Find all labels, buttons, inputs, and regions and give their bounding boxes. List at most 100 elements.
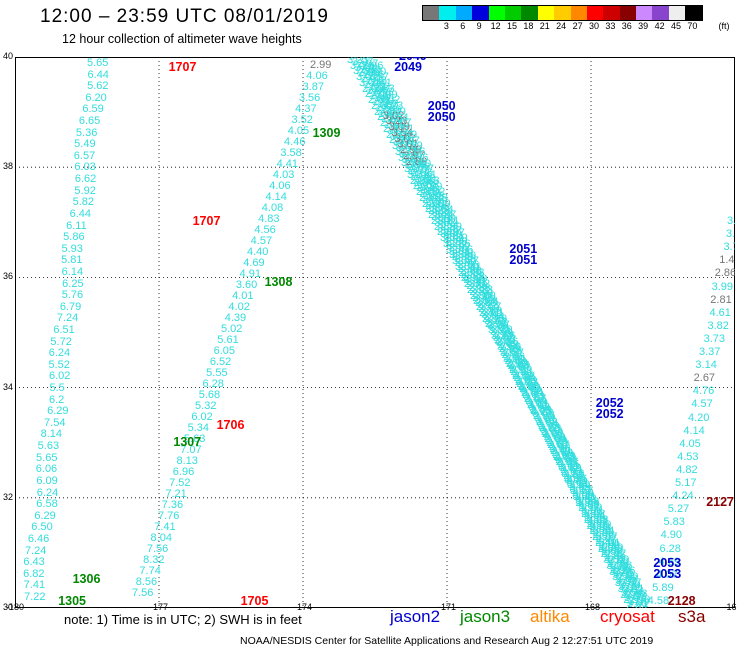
swh-label: 3.01 [455, 260, 477, 273]
swh-label: 6.44 [69, 207, 91, 220]
swh-label: 6.82 [23, 567, 45, 580]
swh-label: 6.57 [73, 149, 96, 162]
swh-label: 2.96 [422, 197, 444, 210]
pass-label-cryosat: 1707 [168, 60, 197, 75]
swh-label: 3.23 [625, 590, 647, 603]
swh-label: 3.09 [564, 473, 586, 486]
swh-label: 2.57 [469, 285, 491, 298]
swh-label: 2.97 [548, 440, 571, 453]
colorbar-label: 70 [687, 21, 698, 31]
swh-label: 2.97 [402, 149, 425, 162]
swh-label: 2.67 [693, 372, 716, 385]
swh-label: 2.99 [485, 318, 507, 331]
swh-label: 6.51 [53, 324, 75, 336]
swh-label: 3.54 [449, 249, 471, 262]
swh-label: 3.07 [352, 57, 374, 68]
swh-label: 2.83 [522, 389, 544, 402]
swh-label: 2.83 [560, 465, 583, 478]
swh-label: 2.96 [416, 182, 439, 195]
pass-label-jason2: 2052 [595, 396, 624, 411]
swh-label: 7.07 [180, 444, 202, 456]
colorbar-label: 24 [556, 21, 567, 31]
swh-label: 6.11 [66, 219, 87, 232]
colorbar-cell [455, 6, 473, 20]
swh-label: 6.59 [82, 103, 104, 116]
swh-label: 6.09 [36, 474, 58, 487]
swh-label: 2.96 [406, 151, 429, 164]
swh-label: 4.01 [232, 290, 254, 302]
pass-label-jason2: 2053 [653, 555, 682, 570]
swh-label: 3.07 [624, 592, 646, 605]
swh-label: 3.23 [381, 100, 404, 113]
swh-label: 3.07 [569, 485, 592, 498]
swh-label: 2.41 [460, 261, 482, 274]
swh-label: 3.23 [395, 145, 417, 158]
swh-label: 3.02 [612, 569, 635, 582]
swh-label: 3.07 [578, 500, 600, 513]
swh-label: 4.69 [658, 555, 681, 568]
swh-label: 3.07 [614, 577, 637, 590]
swh-label: 2.89 [598, 538, 621, 551]
colorbar-label: 21 [539, 21, 550, 31]
swh-label: 2.99 [420, 180, 443, 193]
swh-label: 2.89 [457, 262, 480, 275]
swh-label: 4.58 [647, 595, 670, 607]
colorbar-label: 9 [476, 21, 482, 31]
pass-label-cryosat: 1705 [240, 594, 269, 608]
swh-label: 3.54 [529, 402, 551, 415]
swh-label: 2.97 [509, 364, 531, 377]
swh-label: 3.99 [711, 280, 734, 293]
swh-label: 3.07 [596, 530, 618, 543]
swh-label: 4.40 [246, 246, 269, 258]
swh-label: 2.41 [575, 490, 597, 503]
swh-label: 3.09 [440, 228, 462, 241]
colorbar-cell [423, 6, 440, 20]
swh-label: 2.89 [512, 369, 534, 382]
colorbar-cell [521, 6, 538, 20]
swh-label: 2.41 [550, 444, 572, 457]
swh-label: 3.07 [486, 316, 508, 329]
swh-label: 3.02 [603, 554, 625, 567]
swh-label: 6.05 [213, 345, 235, 357]
colorbar-label: 3 [443, 21, 449, 31]
map-plot-area: 5.65 6.44 5.62 6.20 6.59 6.65 5.36 5.49 6.57 6.03… [15, 57, 735, 608]
swh-label: 3.01 [437, 215, 460, 228]
swh-label: 2.97 [557, 456, 579, 469]
colorbar-label: 6 [460, 21, 466, 31]
swh-label: 2.96 [549, 442, 571, 455]
swh-label: 3.23 [516, 375, 538, 388]
swh-label: 3.01 [581, 506, 603, 519]
pass-label-jason2: 2051 [509, 241, 538, 256]
swh-label: 2.96 [365, 75, 388, 88]
swh-label: 2.86 [362, 69, 385, 82]
swh-label: 2.97 [454, 257, 477, 270]
swh-label: 3.02 [558, 462, 581, 475]
swh-label: 2.41 [425, 199, 447, 212]
swh-label: 2.57 [375, 101, 397, 114]
swh-label: 3.37 [699, 346, 721, 359]
swh-label: 3.01 [503, 352, 525, 365]
swh-label: 5.89 [652, 581, 674, 594]
swh-label: 2.83 [606, 557, 629, 570]
swh-label: 6.65 [78, 115, 101, 128]
swh-label: 3.02 [488, 324, 510, 336]
swh-label: 3.02 [622, 584, 644, 597]
swh-label: 4.76 [692, 385, 715, 398]
pass-label-jason2: 2051 [509, 252, 538, 267]
y-tick-label: 34 [3, 381, 14, 392]
swh-label: 2.41 [566, 475, 588, 488]
swh-label: 6.14 [61, 265, 84, 278]
swh-label: 2.86 [460, 268, 483, 281]
swh-label: 2.83 [377, 98, 399, 111]
swh-label: 2.99 [517, 379, 540, 392]
swh-label: 2.99 [404, 159, 427, 172]
swh-label: 3.09 [474, 289, 496, 302]
swh-label: 3.07 [390, 117, 412, 130]
swh-label: 7.56 [132, 587, 154, 599]
swh-label: 3.09 [609, 565, 631, 578]
swh-label: 2.99 [389, 134, 411, 147]
legend-altika: altika [530, 607, 570, 626]
swh-label: 2.99 [431, 211, 453, 224]
swh-label: 2.86 [413, 176, 436, 189]
swh-label: 2.86 [515, 375, 537, 388]
